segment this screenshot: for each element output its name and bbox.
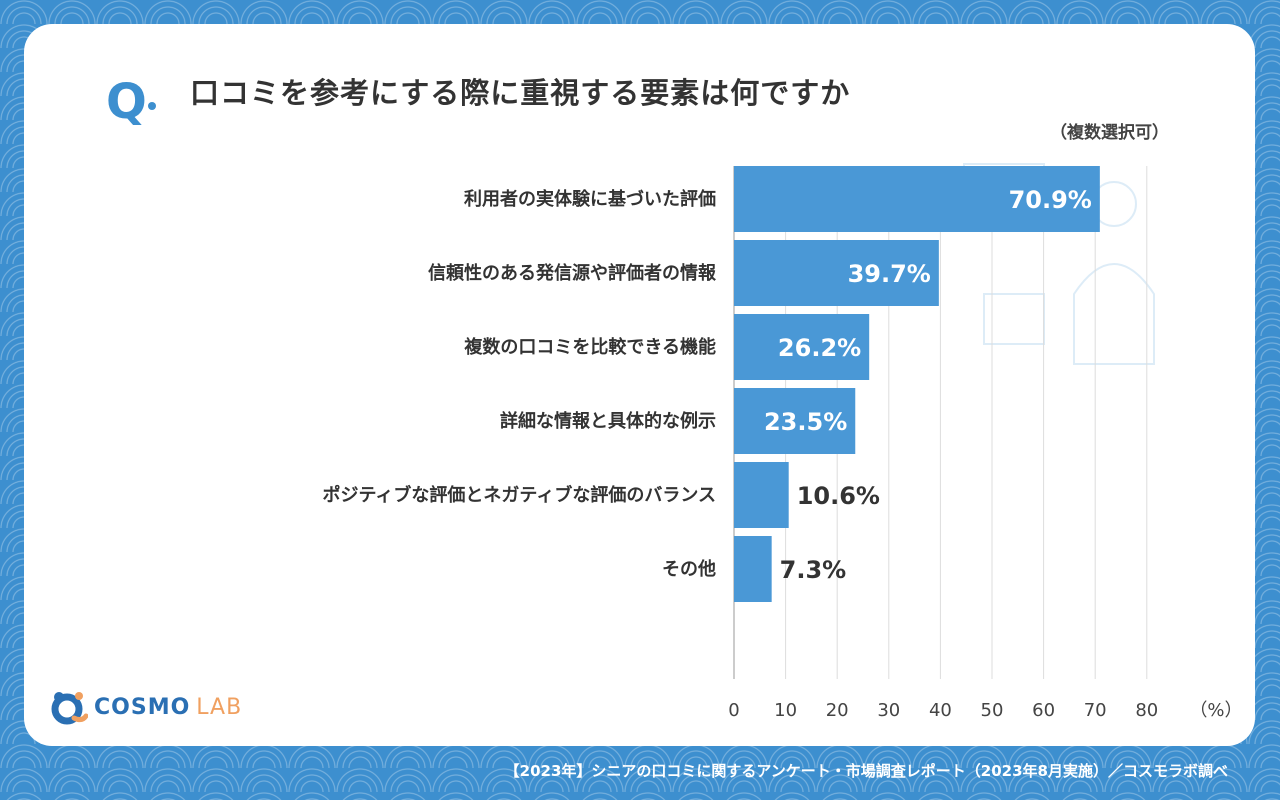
bar <box>734 166 1100 232</box>
value-label: 10.6% <box>797 482 880 510</box>
category-label: 利用者の実体験に基づいた評価 <box>464 188 716 210</box>
cosmo-lab-logo-icon <box>51 692 88 725</box>
category-label: 信頼性のある発信源や評価者の情報 <box>428 262 717 284</box>
logo-text-cosmo: COSMO <box>94 694 191 720</box>
x-tick-label: 70 <box>1084 700 1107 721</box>
category-label: ポジティブな評価とネガティブな評価のバランス <box>323 484 716 506</box>
logo-text-lab: LAB <box>196 694 243 720</box>
x-tick-label: 30 <box>877 700 900 721</box>
cosmo-lab-logo: COSMO LAB <box>50 688 242 726</box>
value-label: 23.5% <box>764 408 847 436</box>
value-label: 70.9% <box>1009 186 1092 214</box>
bar <box>734 314 870 380</box>
category-label: 複数の口コミを比較できる機能 <box>463 336 716 358</box>
x-unit-label: （%） <box>1189 700 1242 721</box>
chart-title: 口コミを参考にする際に重視する要素は何ですか <box>190 76 851 110</box>
bar <box>734 462 789 528</box>
bar <box>734 240 939 306</box>
value-label: 39.7% <box>848 260 931 288</box>
category-label: 詳細な情報と具体的な例示 <box>500 410 716 432</box>
bar-chart-svg: 0 10 20 30 40 50 60 70 80 （%） 利用者の実体験に基づいた評価 70.9% 信… <box>323 166 1243 721</box>
category-label: その他 <box>662 558 716 580</box>
x-tick-label: 20 <box>826 700 849 721</box>
source-footer: 【2023年】シニアの口コミに関するアンケート・市場調査レポート（2023年8月… <box>504 762 1228 780</box>
x-tick-label: 0 <box>728 700 739 721</box>
value-label: 26.2% <box>778 334 861 362</box>
bar-chart: 0 10 20 30 40 50 60 70 80 （%） 利用者の実体験に基づいた評価 70.9% 信… <box>24 24 1255 746</box>
x-tick-label: 50 <box>981 700 1004 721</box>
x-tick-label: 40 <box>929 700 952 721</box>
bar <box>734 388 856 454</box>
bar <box>734 536 772 602</box>
value-label: 7.3% <box>780 556 847 584</box>
x-tick-label: 80 <box>1135 700 1158 721</box>
x-tick-label: 60 <box>1032 700 1055 721</box>
x-tick-label: 10 <box>774 700 797 721</box>
question-mark-dot <box>148 102 156 110</box>
question-mark: Q <box>106 74 147 130</box>
multiple-choice-note: （複数選択可） <box>1050 123 1169 143</box>
survey-card: Q 口コミを参考にする際に重視する要素は何ですか （複数選択可） 0 10 20 30… <box>24 24 1255 746</box>
